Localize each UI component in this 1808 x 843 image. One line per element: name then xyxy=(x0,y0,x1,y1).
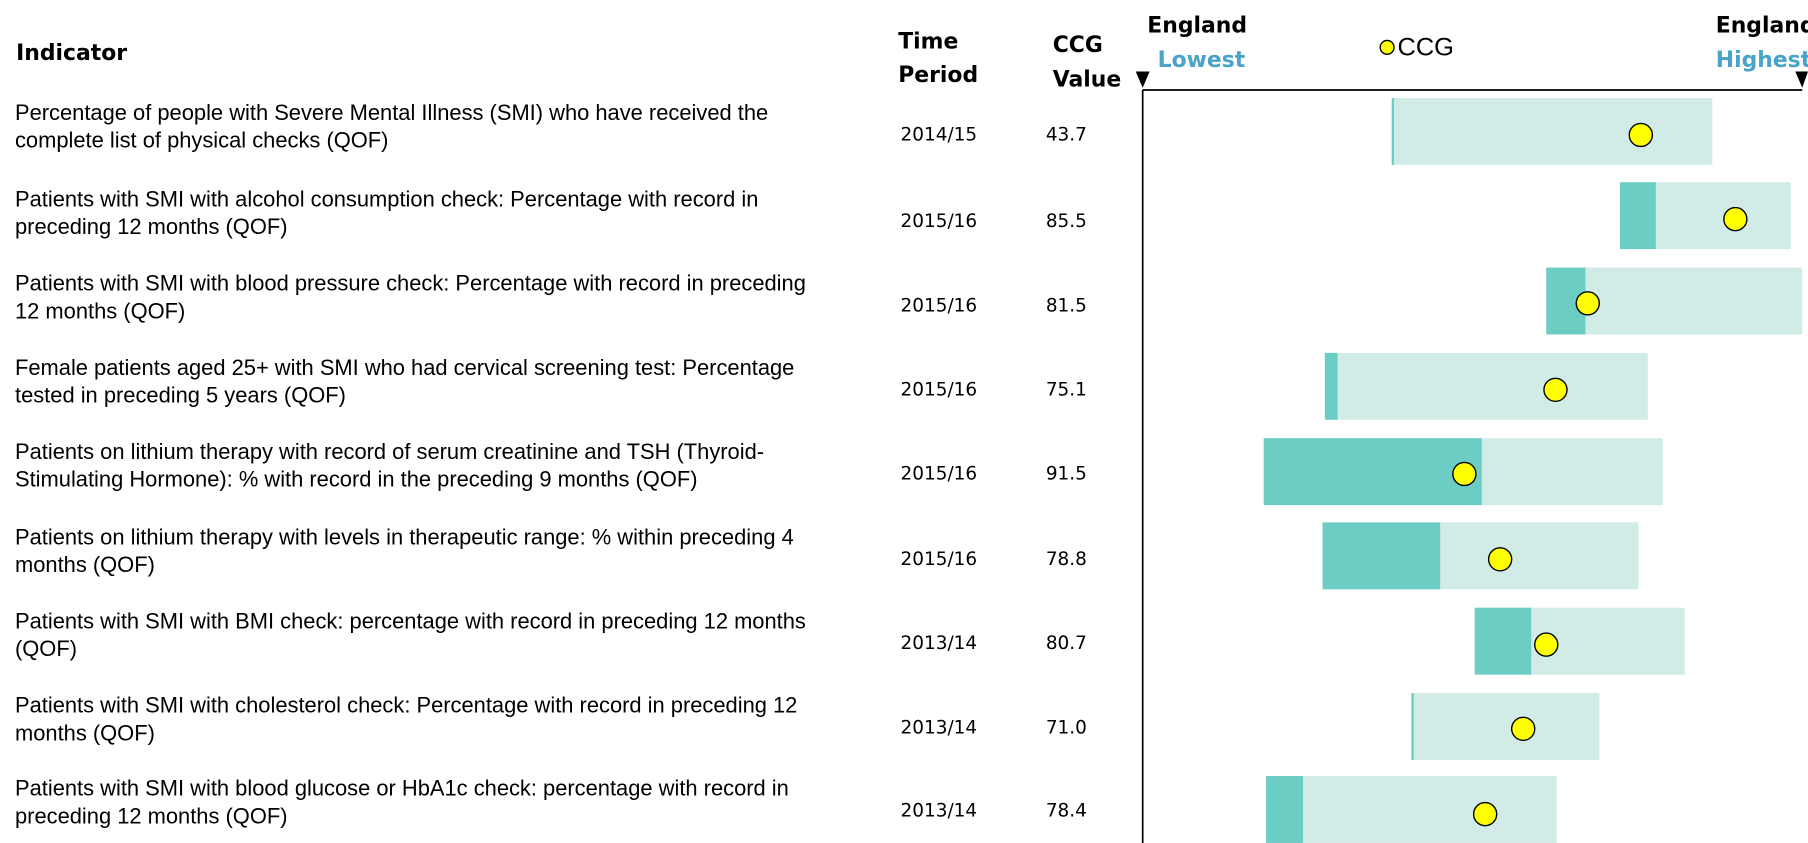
header: Lowest xyxy=(1158,48,1246,73)
indicator: Patients with SMI with cholesterol check… xyxy=(15,693,797,718)
ccg-value: 81.5 xyxy=(1046,295,1087,316)
indicator: months (QOF) xyxy=(15,552,155,577)
header: Value xyxy=(1053,68,1121,93)
range-bar xyxy=(1391,98,1713,165)
header: Indicator xyxy=(16,41,127,66)
time-period: 2014/15 xyxy=(901,125,978,146)
indicator: Patients on lithium therapy with record … xyxy=(15,439,764,464)
ccg-dot xyxy=(1575,291,1600,316)
indicator: Patients with SMI with BMI check: percen… xyxy=(15,608,806,633)
quartile-bar xyxy=(1474,607,1532,675)
ccg-dot xyxy=(1472,801,1498,827)
indicator: 12 months (QOF) xyxy=(15,298,185,323)
indicator: Stimulating Hormone): % with record in t… xyxy=(15,467,698,492)
ccg-dot xyxy=(1487,547,1513,572)
indicator: months (QOF) xyxy=(15,720,155,745)
ccg-dot xyxy=(1452,461,1477,487)
range-bar xyxy=(1411,693,1600,760)
header: England xyxy=(1716,13,1808,38)
time-period: 2013/14 xyxy=(901,633,978,654)
header: Time xyxy=(898,29,958,54)
indicator: Patients on lithium therapy with levels … xyxy=(15,524,794,549)
time-period: 2015/16 xyxy=(901,295,978,316)
indicator: Patients with SMI with blood pressure ch… xyxy=(15,271,806,296)
quartile-bar xyxy=(1411,693,1414,760)
indicator: Patients with SMI with blood glucose or … xyxy=(15,776,789,801)
range-bar xyxy=(1324,352,1648,420)
ccg-value: 85.5 xyxy=(1046,211,1087,232)
indicator: preceding 12 months (QOF) xyxy=(15,214,288,239)
time-period: 2015/16 xyxy=(901,380,978,401)
indicator: (QOF) xyxy=(15,636,77,661)
ccg-value: 78.4 xyxy=(1046,800,1087,821)
indicator: tested in preceding 5 years (QOF) xyxy=(15,382,346,407)
ccg-value: 80.7 xyxy=(1046,633,1087,654)
ccg-dot xyxy=(1628,122,1654,148)
quartile-bar xyxy=(1391,98,1395,165)
time-period: 2015/16 xyxy=(901,211,978,232)
legend-dot xyxy=(1379,39,1395,55)
quartile-bar xyxy=(1322,522,1441,590)
quartile-bar xyxy=(1263,438,1482,506)
time-period: 2013/14 xyxy=(901,717,978,738)
time-period: 2015/16 xyxy=(901,549,978,570)
indicator: Patients with SMI with alcohol consumpti… xyxy=(15,186,758,211)
header: England xyxy=(1147,13,1247,38)
spine-chart xyxy=(1135,39,1808,843)
table-text: Indicator Time Period CCG Value England … xyxy=(15,13,1808,828)
quartile-bar xyxy=(1620,182,1656,250)
ccg-value: 43.7 xyxy=(1046,125,1087,146)
ccg-value: 75.1 xyxy=(1046,380,1087,401)
time-period: 2013/14 xyxy=(901,800,978,821)
quartile-bar xyxy=(1324,352,1338,420)
ccg-value: 91.5 xyxy=(1046,464,1087,485)
indicator: Percentage of people with Severe Mental … xyxy=(15,100,768,125)
marker xyxy=(1135,71,1150,88)
legend-label: CCG xyxy=(1398,33,1454,61)
ccg-value: 78.8 xyxy=(1046,549,1087,570)
indicator: complete list of physical checks (QOF) xyxy=(15,128,388,153)
quartile-bar xyxy=(1266,776,1303,843)
header: Period xyxy=(898,63,978,88)
indicator: Female patients aged 25+ with SMI who ha… xyxy=(15,355,794,380)
ccg-dot xyxy=(1510,716,1536,742)
time-period: 2015/16 xyxy=(901,464,978,485)
ccg-dot xyxy=(1723,206,1748,232)
header: CCG xyxy=(1053,33,1103,58)
header: Highest xyxy=(1716,48,1808,73)
ccg-value: 71.0 xyxy=(1046,717,1087,738)
indicator: preceding 12 months (QOF) xyxy=(15,803,288,828)
ccg-dot xyxy=(1534,632,1559,657)
range-bar xyxy=(1266,776,1557,843)
ccg-dot xyxy=(1543,377,1568,403)
marker xyxy=(1795,71,1808,88)
